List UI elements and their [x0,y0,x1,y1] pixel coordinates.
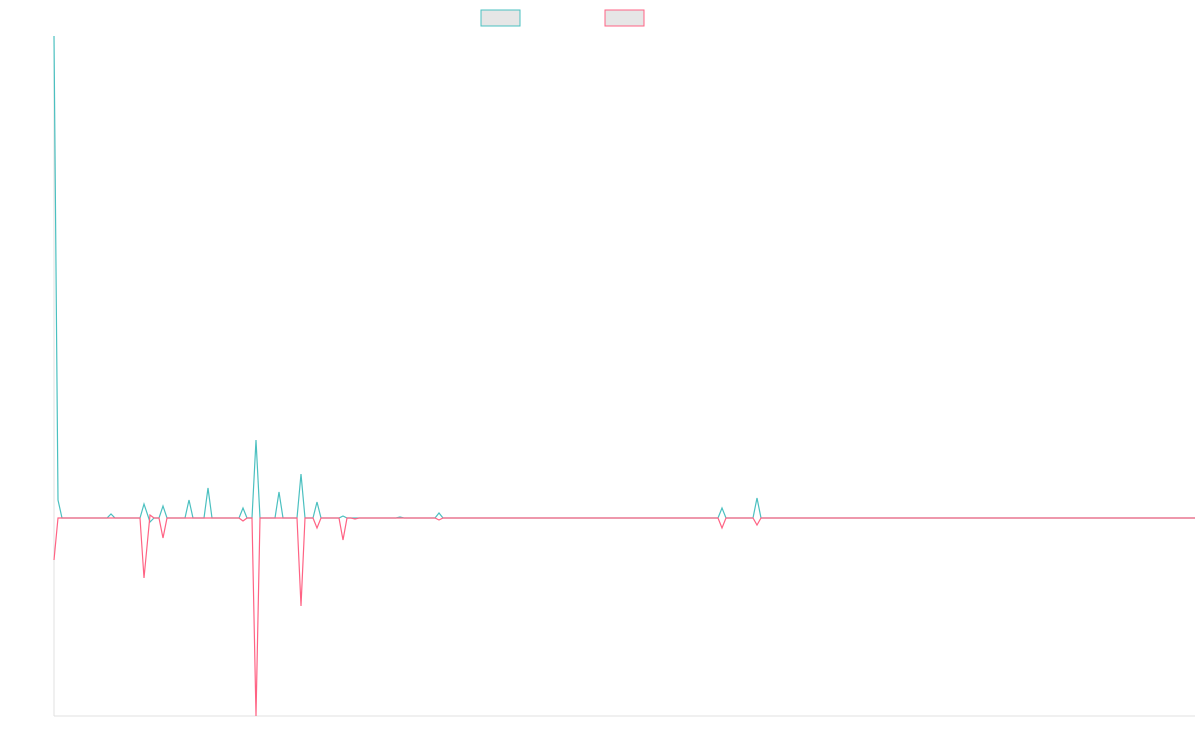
series-line [53,513,1195,717]
legend-swatch[interactable] [480,9,521,27]
series-line [53,35,1195,524]
legend-swatch[interactable] [604,9,645,27]
